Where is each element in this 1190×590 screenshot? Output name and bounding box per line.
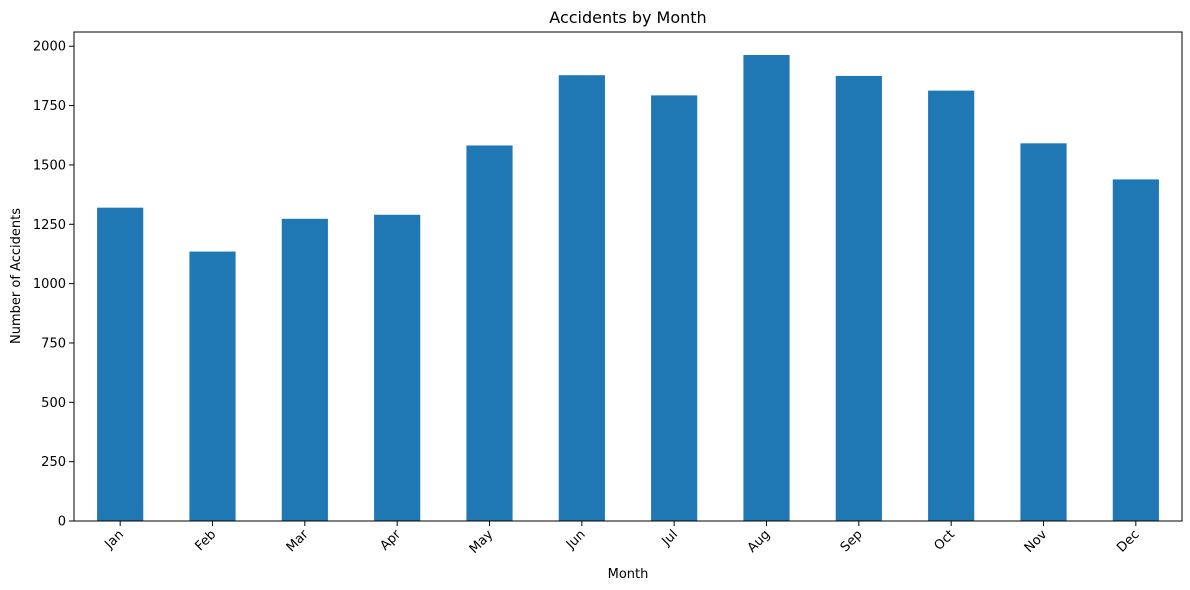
x-tick-label-oct: Oct	[931, 527, 958, 554]
bar-apr	[374, 214, 421, 521]
y-tick-label: 0	[58, 515, 66, 530]
y-tick-label: 250	[41, 455, 66, 470]
bar-feb	[189, 251, 236, 521]
y-tick-label: 2000	[33, 40, 66, 55]
x-axis-label: Month	[608, 567, 649, 582]
x-tick-label-jun: Jun	[563, 527, 589, 553]
x-tick-label-apr: Apr	[377, 527, 404, 554]
bar-dec	[1112, 179, 1159, 521]
x-tick-label-feb: Feb	[192, 527, 219, 554]
y-tick-label: 500	[41, 396, 66, 411]
x-tick-label-dec: Dec	[1114, 527, 1142, 555]
bar-mar	[281, 218, 328, 521]
x-tick-label-jan: Jan	[102, 527, 127, 552]
bar-may	[466, 145, 513, 521]
x-tick-label-may: May	[467, 527, 497, 557]
bar-sep	[835, 75, 882, 522]
y-tick-label: 750	[41, 336, 66, 351]
bar-jun	[558, 75, 605, 521]
x-tick-label-aug: Aug	[745, 527, 774, 556]
bar-nov	[1020, 143, 1067, 521]
y-axis: 0 250 500 750 1000 1250 1500 1750 2000	[33, 40, 74, 530]
y-axis-label: Number of Accidents	[9, 208, 24, 344]
bar-oct	[928, 90, 975, 521]
x-tick-label-mar: Mar	[284, 527, 312, 555]
bar-jan	[97, 207, 144, 521]
bars-group	[97, 55, 1159, 522]
bar-jul	[651, 95, 698, 521]
x-axis: Jan Feb Mar Apr May Jun Jul Aug Sep Oct Nov Dec	[102, 521, 1143, 557]
chart-title: Accidents by Month	[549, 8, 706, 27]
y-tick-label: 1750	[33, 99, 66, 114]
x-tick-label-nov: Nov	[1022, 527, 1051, 556]
bar-aug	[743, 55, 790, 521]
y-tick-label: 1000	[33, 277, 66, 292]
x-tick-label-jul: Jul	[659, 527, 681, 549]
x-tick-label-sep: Sep	[838, 527, 866, 555]
plot-area: 0 250 500 750 1000 1250 1500 1750 2000 Jan Feb Mar…	[33, 31, 1183, 557]
y-tick-label: 1250	[33, 218, 66, 233]
axes-frame	[73, 31, 1183, 522]
y-tick-label: 1500	[33, 158, 66, 173]
